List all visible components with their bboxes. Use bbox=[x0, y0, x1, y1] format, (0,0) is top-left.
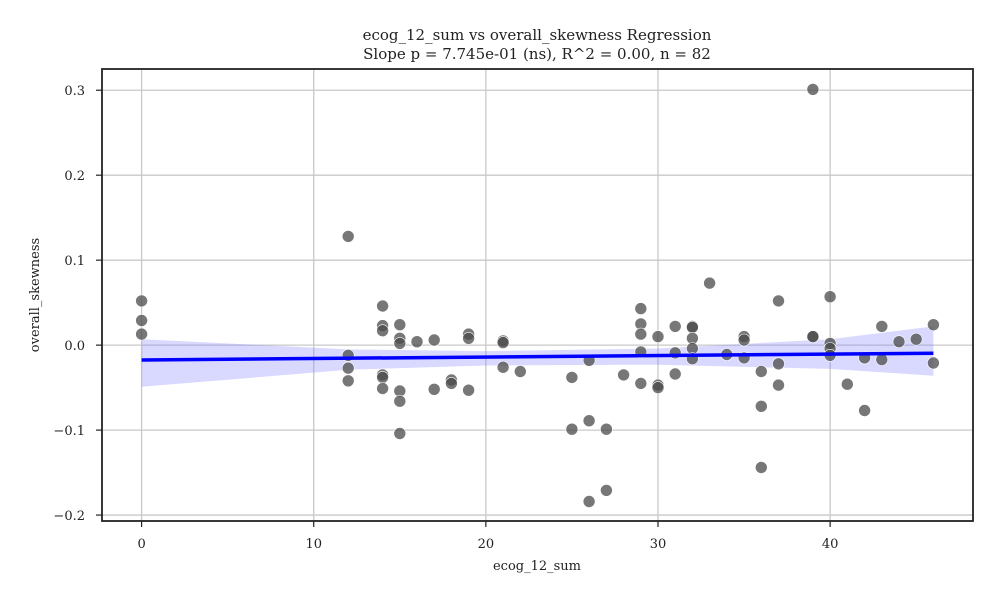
data-point bbox=[703, 276, 716, 290]
data-point bbox=[754, 365, 768, 378]
data-point bbox=[341, 361, 355, 375]
data-point bbox=[772, 378, 785, 392]
data-point bbox=[754, 399, 768, 413]
data-point bbox=[754, 461, 768, 474]
data-point bbox=[393, 427, 407, 440]
data-point bbox=[135, 327, 148, 341]
data-point bbox=[651, 381, 665, 394]
data-point bbox=[393, 394, 407, 408]
data-point bbox=[909, 332, 923, 346]
data-point bbox=[513, 365, 527, 378]
y-axis-label: overall_skewness bbox=[28, 238, 43, 352]
data-point bbox=[634, 302, 648, 315]
data-point bbox=[376, 382, 389, 395]
x-tick-label: 0 bbox=[137, 537, 145, 552]
data-point bbox=[427, 333, 441, 347]
data-point bbox=[600, 484, 613, 497]
data-point bbox=[668, 367, 682, 381]
data-point bbox=[565, 371, 579, 384]
data-point bbox=[600, 422, 613, 436]
x-axis-label: ecog_12_sum bbox=[493, 559, 581, 574]
data-point bbox=[806, 83, 820, 96]
y-tick-label: −0.2 bbox=[53, 509, 85, 524]
x-tick-label: 30 bbox=[650, 537, 667, 552]
data-point bbox=[410, 335, 424, 349]
data-point bbox=[427, 382, 441, 396]
data-point bbox=[737, 333, 751, 347]
data-point bbox=[668, 320, 682, 333]
regression-line-layer bbox=[141, 351, 934, 362]
chart-title: ecog_12_sum vs overall_skewness Regressi… bbox=[363, 26, 712, 44]
data-point bbox=[892, 335, 906, 349]
data-point bbox=[496, 360, 510, 374]
data-point bbox=[376, 371, 389, 384]
y-tick-label: 0.0 bbox=[64, 339, 85, 354]
data-point bbox=[875, 320, 889, 333]
scatter-points bbox=[135, 83, 940, 508]
data-point bbox=[393, 337, 407, 350]
data-point bbox=[772, 294, 785, 308]
data-point bbox=[634, 327, 648, 341]
data-point bbox=[135, 294, 148, 308]
data-point bbox=[686, 320, 699, 334]
data-point bbox=[582, 495, 596, 508]
data-point bbox=[582, 414, 596, 428]
data-point bbox=[772, 357, 785, 371]
chart-subtitle: Slope p = 7.745e-01 (ns), R^2 = 0.00, n … bbox=[363, 45, 711, 63]
regression-line bbox=[141, 351, 934, 362]
plot-frame bbox=[101, 68, 974, 522]
data-point bbox=[462, 331, 475, 345]
y-tick-label: 0.1 bbox=[64, 254, 85, 269]
data-point bbox=[823, 290, 837, 304]
data-point bbox=[927, 356, 940, 370]
data-point bbox=[376, 324, 389, 338]
data-point bbox=[462, 383, 475, 397]
data-point bbox=[445, 377, 458, 390]
axis-ticks: 0 10 20 30 40 −0.2 −0.1 0.0 0.1 0.2 0.3 bbox=[53, 84, 838, 552]
data-point bbox=[341, 230, 355, 243]
data-point bbox=[927, 318, 940, 332]
y-tick-label: 0.2 bbox=[64, 169, 85, 184]
data-point bbox=[341, 374, 355, 388]
data-point bbox=[840, 377, 854, 391]
data-point bbox=[496, 336, 510, 349]
x-tick-label: 20 bbox=[478, 537, 495, 552]
data-point bbox=[565, 422, 579, 436]
data-point bbox=[806, 330, 820, 343]
data-point bbox=[393, 318, 407, 332]
grid-lines bbox=[102, 69, 973, 521]
data-point bbox=[858, 404, 871, 417]
y-tick-label: −0.1 bbox=[53, 424, 85, 439]
data-point bbox=[617, 368, 630, 382]
y-tick-label: 0.3 bbox=[64, 84, 85, 99]
data-point bbox=[135, 314, 148, 327]
x-tick-label: 10 bbox=[305, 537, 322, 552]
x-tick-label: 40 bbox=[822, 537, 839, 552]
data-point bbox=[651, 330, 665, 343]
data-point bbox=[634, 377, 648, 390]
data-point bbox=[376, 299, 389, 313]
